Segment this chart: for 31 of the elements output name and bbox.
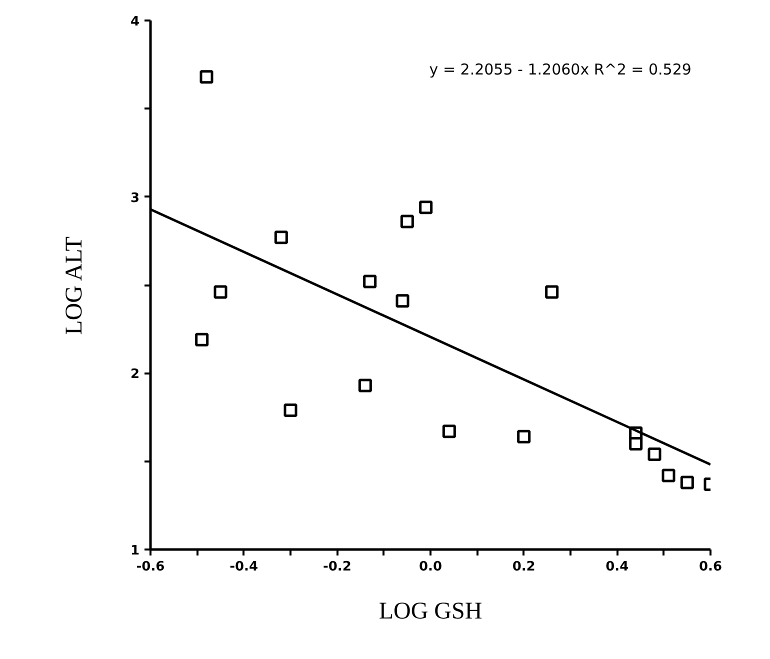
point xyxy=(400,214,414,228)
point xyxy=(442,424,456,438)
point xyxy=(358,378,372,392)
point xyxy=(284,403,298,417)
point xyxy=(662,468,676,482)
point xyxy=(680,476,694,490)
x-tick-label: -0.6 xyxy=(136,560,165,574)
point xyxy=(200,70,214,84)
x-axis-title: LOG GSH xyxy=(378,598,482,624)
x-tick-label: 0.6 xyxy=(698,560,722,574)
y-tick-label: 1 xyxy=(130,544,140,558)
point xyxy=(195,332,209,346)
y-tick-label: 3 xyxy=(130,190,140,206)
y-tick-label: 4 xyxy=(130,14,140,30)
point xyxy=(648,448,662,462)
point xyxy=(517,430,531,444)
point xyxy=(214,285,228,299)
annotation: y = 2.2055 - 1.2060x R^2 = 0.529 xyxy=(429,60,692,78)
point xyxy=(629,436,643,450)
point xyxy=(274,230,288,244)
point xyxy=(545,285,559,299)
y-tick-label: 2 xyxy=(130,367,140,382)
point xyxy=(363,274,377,288)
x-tick-label: -0.4 xyxy=(230,560,258,574)
x-tick-label: 0.0 xyxy=(418,560,442,574)
x-tick-label: 0.2 xyxy=(512,560,536,574)
point xyxy=(396,294,410,308)
point xyxy=(419,200,433,214)
x-tick-label: -0.2 xyxy=(322,560,352,574)
y-axis-title: LOG ALT xyxy=(61,236,88,335)
x-tick-label: 0.4 xyxy=(606,560,629,574)
